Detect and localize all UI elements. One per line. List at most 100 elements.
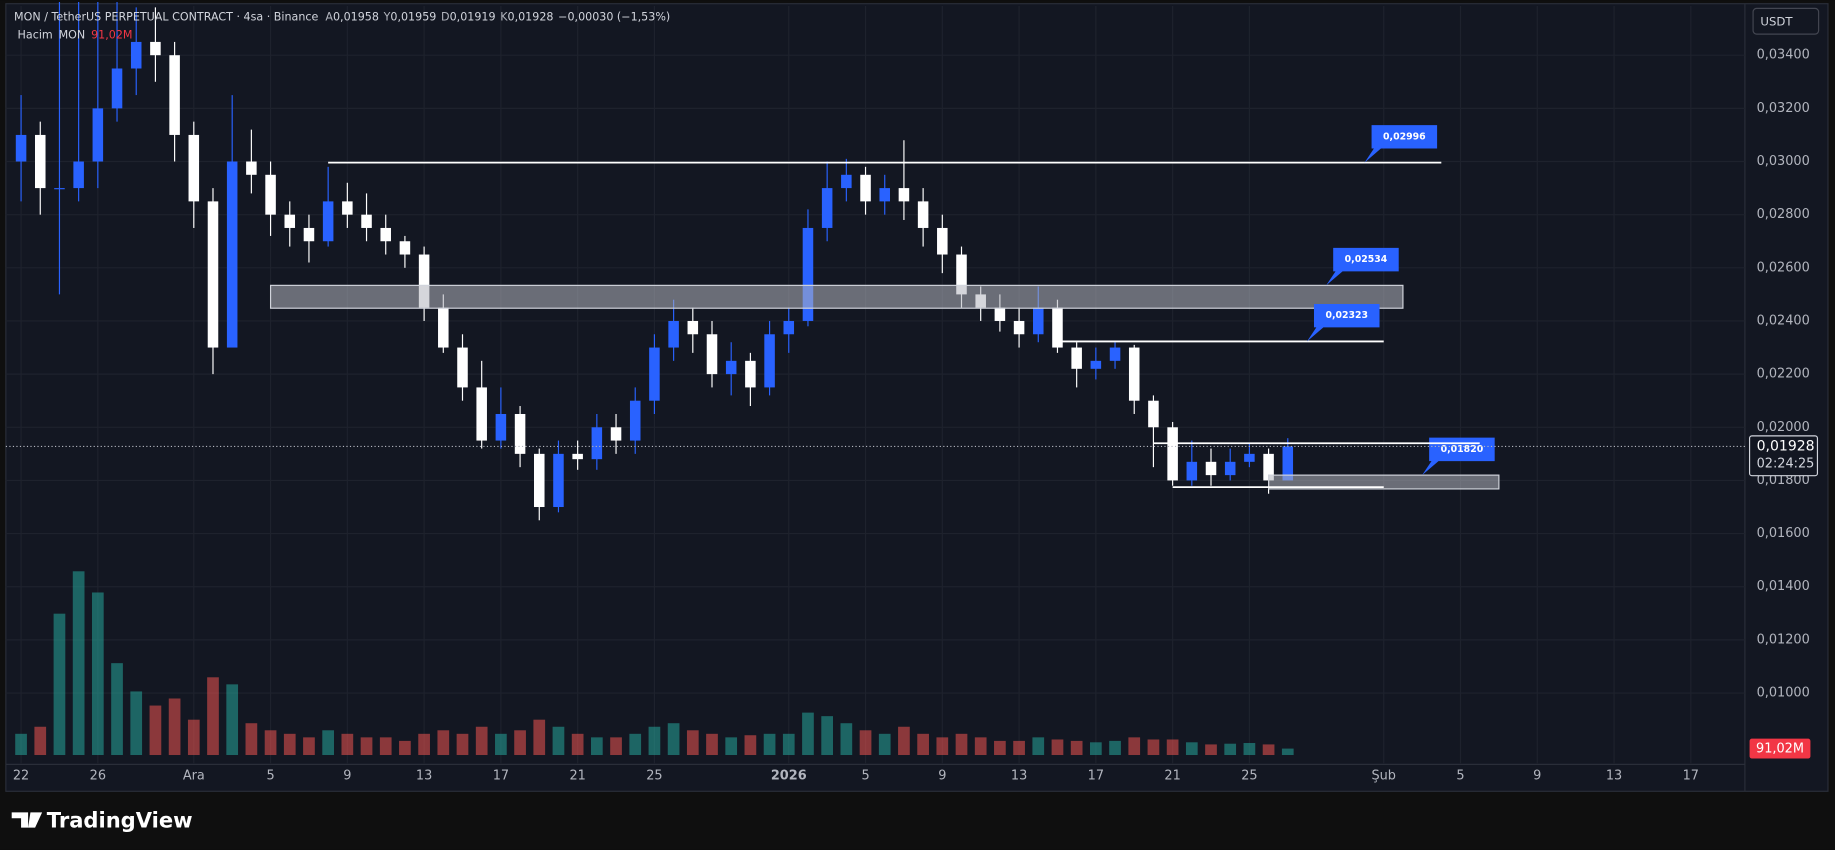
volume-bar: [360, 737, 373, 756]
y-tick-label: 0,02400: [1757, 313, 1810, 328]
volume-bar: [782, 733, 795, 756]
candle-body: [15, 134, 27, 162]
callout-label: 0,01820: [1441, 444, 1484, 455]
volume-bar: [168, 698, 181, 756]
candle-body: [706, 334, 718, 375]
logo-mark: [11, 812, 43, 828]
x-tick-label: 5: [861, 769, 869, 784]
y-tick-label: 0,02000: [1757, 420, 1810, 435]
volume-bar: [1051, 739, 1064, 756]
candle-body: [226, 161, 238, 348]
volume-bar: [686, 730, 699, 756]
ohlc-value: 0,01928: [508, 11, 554, 24]
x-tick-label: 25: [1241, 769, 1257, 784]
x-tick-label: Ara: [183, 769, 205, 784]
candle-body: [956, 254, 967, 295]
volume-bar: [187, 719, 200, 756]
candle-body: [1244, 453, 1255, 462]
volume-bar: [1185, 742, 1198, 756]
callout: 0,02323: [1306, 303, 1380, 342]
grid: [5, 6, 1745, 764]
x-tick-label: 13: [416, 769, 432, 784]
volume-bar: [226, 684, 239, 756]
candle-body: [687, 320, 699, 335]
candle-body: [418, 254, 430, 308]
volume-bar: [264, 730, 277, 756]
candle-body: [207, 201, 219, 348]
volume-bar: [1070, 740, 1083, 756]
volume-header: Hacim MON 91,02M: [18, 28, 133, 41]
candle-body: [1033, 307, 1044, 335]
callout-label: 0,02323: [1325, 310, 1368, 321]
volume-bar: [667, 723, 680, 756]
candle-body: [1071, 347, 1082, 369]
brand-logo: TradingView: [11, 808, 193, 833]
callout-bubble: [1422, 437, 1495, 476]
volume-bar: [379, 737, 392, 756]
candle-body: [246, 161, 257, 175]
volume-bar: [898, 726, 910, 756]
candle-body: [1205, 461, 1217, 476]
volume-bar: [1013, 740, 1025, 756]
ohlc-key: D: [441, 11, 450, 24]
callout-label: 0,02534: [1345, 254, 1388, 265]
volume-bar: [1224, 743, 1237, 756]
candle-body: [1224, 461, 1236, 476]
candle-body: [495, 413, 507, 441]
candle-body: [457, 347, 468, 388]
ohlc-value: 0,01959: [390, 11, 436, 24]
candle-body: [150, 41, 161, 56]
candle-body: [1167, 427, 1178, 481]
volume-bar: [533, 719, 546, 756]
y-tick-label: 0,02800: [1757, 207, 1810, 222]
y-tick-label: 0,01800: [1757, 473, 1810, 488]
volume-value: 91,02M: [91, 28, 132, 41]
x-tick-label: 13: [1011, 769, 1027, 784]
volume-bar: [821, 716, 834, 756]
candle-body: [92, 108, 104, 162]
volume-bar: [130, 691, 143, 756]
volume-bar: [514, 730, 526, 756]
y-tick-label: 0,03200: [1757, 101, 1810, 116]
volume-bar: [936, 737, 949, 756]
ohlc-value: 0,01919: [450, 11, 496, 24]
volume-bar: [955, 733, 968, 756]
zone: [269, 284, 1404, 309]
volume-tag: 91,02M: [1756, 742, 1804, 757]
callout-bubble: [1326, 247, 1399, 286]
x-tick-label: 2026: [771, 769, 807, 784]
candle-body: [764, 334, 775, 388]
y-tick-label: 0,01000: [1757, 686, 1810, 701]
axes: 0,01000 0,01200 0,01400 0,01600 0,01800 0,020…: [13, 48, 1819, 784]
candle-body: [34, 134, 46, 189]
y-tick-label: 0,03400: [1757, 48, 1810, 63]
callout: 0,02534: [1326, 247, 1399, 286]
volume-bar: [590, 737, 603, 756]
volume-bar: [495, 733, 507, 756]
candle-body: [1128, 347, 1140, 401]
ohlc-key: A: [325, 11, 333, 24]
currency-button[interactable]: [1752, 7, 1820, 35]
volume-bar: [974, 737, 987, 756]
volume-bar: [15, 733, 27, 756]
candle-body: [476, 387, 487, 441]
candle-body: [917, 201, 929, 228]
ohlc-value: 0,01958: [333, 11, 379, 24]
volume-bar: [283, 733, 296, 756]
candle-body: [322, 201, 334, 242]
candle-body: [841, 174, 852, 189]
volume-bar: [475, 726, 488, 756]
x-tick-label: 9: [938, 769, 946, 784]
volume-bar: [802, 712, 814, 756]
volume-bar: [763, 733, 776, 756]
currency[interactable]: USDT: [1760, 14, 1793, 28]
candle-body: [649, 347, 660, 401]
callout: 0,01820: [1422, 437, 1495, 476]
candle-body: [303, 227, 315, 242]
candle-body: [629, 400, 641, 441]
zone: [1267, 474, 1500, 490]
volume-bar: [456, 733, 469, 756]
candle-body: [169, 55, 180, 135]
volume-title: Hacim: [18, 28, 53, 41]
